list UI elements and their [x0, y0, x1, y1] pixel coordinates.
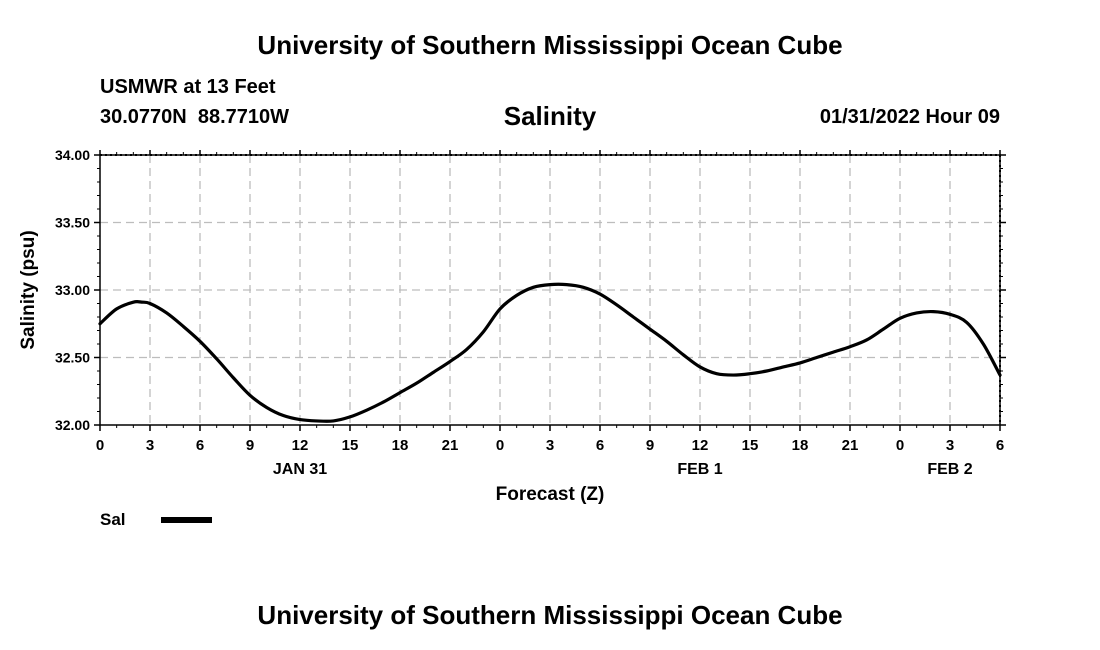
y-tick-label: 33.00	[55, 282, 90, 298]
x-tick-label: 18	[392, 437, 409, 454]
main-title: University of Southern Mississippi Ocean…	[257, 30, 843, 60]
axis-ticks	[94, 150, 1006, 431]
x-tick-label: 15	[742, 437, 759, 454]
x-tick-label: 3	[946, 437, 954, 454]
axis-labels: 0 3 6 9 12 15 18 21 0 3 6 9 12 15 18 21 0 3 6 32.00 32.50 33.…	[55, 147, 1004, 478]
y-tick-label: 32.50	[55, 350, 90, 366]
footer-title: University of Southern Mississippi Ocean…	[257, 600, 843, 630]
series-line-sal	[98, 282, 1002, 423]
x-tick-label: 0	[96, 437, 104, 454]
x-tick-label: 6	[196, 437, 204, 454]
x-tick-label: 9	[246, 437, 254, 454]
y-tick-label: 33.50	[55, 215, 90, 231]
x-tick-label: 6	[596, 437, 604, 454]
x-axis-label: Forecast (Z)	[496, 484, 605, 505]
legend-label-sal: Sal	[100, 510, 126, 529]
x-tick-label: 0	[896, 437, 904, 454]
y-tick-label: 34.00	[55, 147, 90, 163]
x-tick-label: 0	[496, 437, 504, 454]
x-tick-label: 9	[646, 437, 654, 454]
date-label: JAN 31	[273, 461, 327, 478]
x-tick-label: 12	[292, 437, 309, 454]
x-tick-label: 18	[792, 437, 809, 454]
x-tick-label: 3	[546, 437, 554, 454]
x-tick-label: 6	[996, 437, 1004, 454]
chart-title: Salinity	[503, 101, 597, 131]
x-tick-label: 21	[842, 437, 859, 454]
x-tick-label: 3	[146, 437, 154, 454]
x-tick-label: 15	[342, 437, 359, 454]
date-label: FEB 2	[927, 461, 972, 478]
y-axis-label: Salinity (psu)	[18, 230, 39, 349]
y-tick-label: 32.00	[55, 417, 90, 433]
station-coordinates: 30.0770N 88.7710W	[100, 106, 290, 128]
x-tick-label: 21	[442, 437, 459, 454]
legend-swatch-sal	[161, 517, 212, 523]
forecast-datetime: 01/31/2022 Hour 09	[819, 106, 1000, 128]
grid-lines	[100, 155, 1000, 425]
station-name: USMWR at 13 Feet	[100, 76, 276, 98]
date-label: FEB 1	[677, 461, 722, 478]
x-tick-label: 12	[692, 437, 709, 454]
